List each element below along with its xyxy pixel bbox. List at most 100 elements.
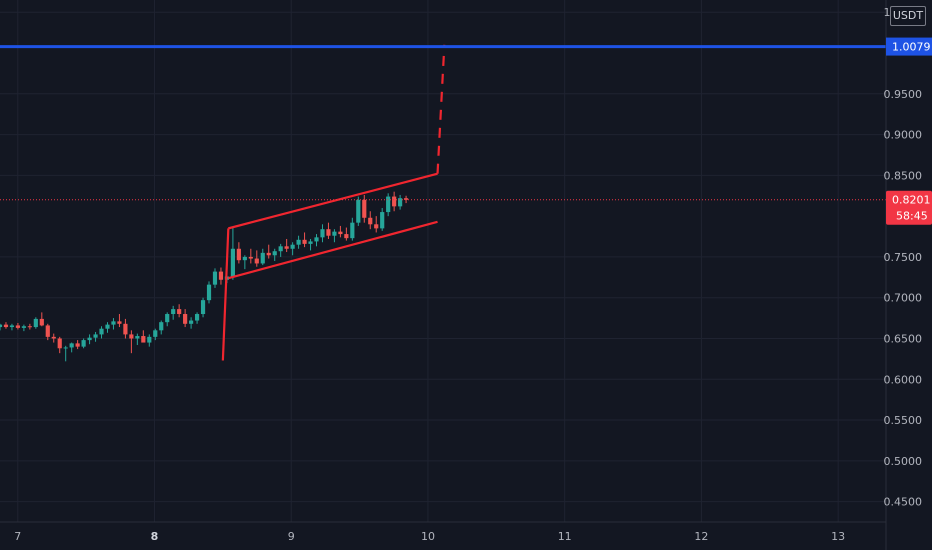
- candle-body: [189, 320, 194, 324]
- candle-body: [380, 212, 385, 229]
- candle-body: [165, 314, 170, 323]
- pattern-line-target-projection[interactable]: [436, 44, 446, 174]
- current-price-badge: [886, 190, 932, 225]
- y-tick-label: 0.7500: [884, 251, 923, 264]
- candle-body: [326, 229, 331, 236]
- candle-body: [33, 318, 38, 328]
- y-tick-label: 0.9500: [884, 88, 923, 101]
- candle-body: [236, 248, 241, 261]
- candlestick-series: [0, 191, 409, 362]
- level-price-text: 1.0079: [892, 41, 931, 54]
- y-tick-label: 0.4500: [884, 496, 923, 509]
- candle-body: [51, 336, 56, 339]
- price-axis-background: [886, 0, 932, 550]
- plot-background: [0, 0, 886, 550]
- candle-body: [57, 338, 62, 349]
- candle-body: [398, 198, 403, 207]
- candle-body: [63, 347, 68, 349]
- y-tick-label: 0.9000: [884, 129, 923, 142]
- candle-body: [171, 309, 176, 315]
- candle-body: [129, 334, 134, 339]
- candle-body: [230, 248, 235, 277]
- candle-body: [314, 237, 319, 242]
- candle-body: [272, 251, 277, 256]
- candle-body: [111, 321, 116, 325]
- candle-body: [284, 246, 289, 249]
- candle-body: [177, 309, 182, 315]
- candle-body: [332, 231, 337, 236]
- candle-body: [153, 330, 158, 337]
- x-tick-label: 7: [14, 530, 21, 543]
- candle-body: [362, 199, 367, 218]
- candle-body: [87, 337, 92, 341]
- candle-body: [368, 217, 373, 225]
- candle-body: [278, 246, 283, 252]
- candle-body: [147, 336, 152, 343]
- candle-body: [105, 324, 110, 329]
- candle-body: [183, 314, 188, 324]
- y-tick-label: 0.5000: [884, 455, 923, 468]
- candle-body: [141, 336, 146, 343]
- y-tick-label: 0.7000: [884, 292, 923, 305]
- candle-body: [9, 325, 15, 328]
- current-price-text: 0.8201: [892, 194, 931, 207]
- candle-body: [344, 234, 349, 239]
- candle-body: [242, 256, 247, 261]
- pattern-line-channel-lower[interactable]: [228, 220, 438, 280]
- candle-body: [81, 340, 86, 347]
- candle-body: [45, 325, 50, 337]
- candle-body: [308, 241, 313, 244]
- candle-body: [93, 334, 98, 338]
- currency-selector[interactable]: USDT: [890, 6, 926, 26]
- price-labels: 1.0079 0.8201 58:45: [886, 37, 932, 225]
- candle-body: [266, 252, 271, 256]
- x-tick-label: 10: [421, 530, 435, 543]
- candle-body: [3, 324, 9, 328]
- candle-body: [386, 196, 391, 213]
- x-tick-label: 11: [558, 530, 572, 543]
- horizontal-lines: [0, 45, 886, 201]
- candle-body: [159, 322, 164, 331]
- x-tick-label: 12: [694, 530, 708, 543]
- pattern-line-flagpole[interactable]: [221, 228, 230, 361]
- candle-body: [290, 244, 295, 249]
- candle-body: [260, 252, 265, 264]
- candle-body: [302, 239, 307, 244]
- candle-body: [320, 229, 325, 238]
- x-tick-label: 13: [831, 530, 845, 543]
- candle-body: [135, 336, 140, 339]
- candle-body: [21, 326, 26, 328]
- level-price-badge: [886, 37, 932, 56]
- gridlines: [0, 0, 886, 522]
- x-tick-label: 9: [288, 530, 295, 543]
- time-axis[interactable]: 7 8 9 10 11 12 13: [14, 530, 845, 543]
- candle-body: [200, 300, 206, 315]
- candle-body: [356, 199, 361, 223]
- candle-body: [15, 325, 21, 328]
- candle-body: [27, 326, 32, 328]
- pattern-line-channel-upper[interactable]: [228, 172, 438, 230]
- candle-body: [392, 196, 397, 207]
- candle-body: [0, 324, 3, 328]
- candle-body: [248, 256, 253, 259]
- bull-flag-drawing[interactable]: [221, 44, 446, 361]
- candle-body: [403, 198, 409, 200]
- candle-body: [338, 231, 343, 235]
- y-tick-label: 0.6500: [884, 332, 923, 345]
- candle-body: [39, 318, 44, 326]
- x-tick-label: 8: [151, 530, 159, 543]
- candle-body: [254, 258, 259, 264]
- candle-body: [117, 321, 122, 324]
- candle-body: [99, 328, 104, 335]
- candle-body: [212, 271, 218, 285]
- candle-body: [350, 222, 355, 239]
- candle-body: [296, 239, 301, 245]
- candle-body: [374, 224, 379, 229]
- candle-body: [206, 284, 212, 301]
- candle-body: [69, 343, 74, 348]
- y-tick-label: 0.8500: [884, 169, 923, 182]
- candle-body: [75, 343, 80, 347]
- candle-body: [123, 323, 128, 335]
- candle-body: [218, 271, 224, 280]
